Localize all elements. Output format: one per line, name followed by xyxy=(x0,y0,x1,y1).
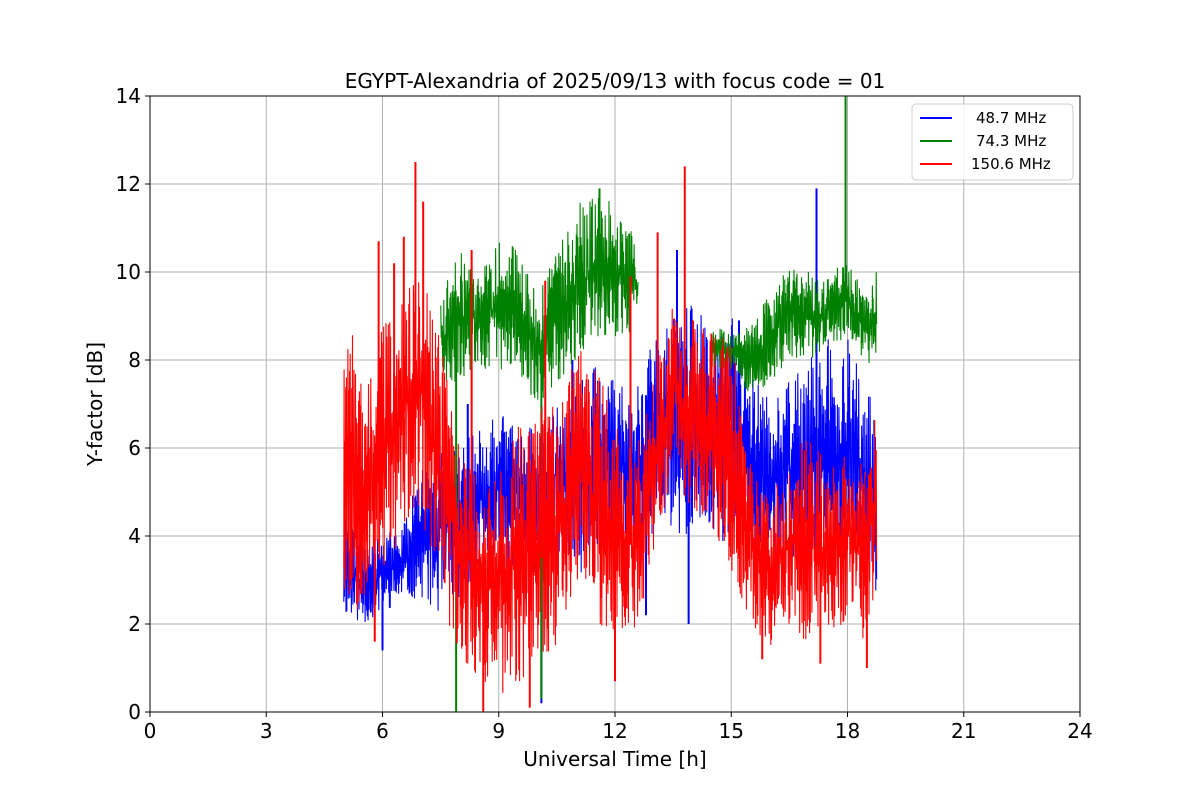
legend-label-150-6: 150.6 MHz xyxy=(971,155,1051,173)
series-line xyxy=(343,305,878,623)
legend-label-48-7: 48.7 MHz xyxy=(976,109,1046,127)
y-tick-label: 12 xyxy=(116,172,141,196)
legend-label-74-3: 74.3 MHz xyxy=(976,132,1046,150)
chart-title: EGYPT-Alexandria of 2025/09/13 with focu… xyxy=(345,69,886,93)
x-tick-label: 12 xyxy=(602,719,627,743)
x-tick-label: 21 xyxy=(951,719,976,743)
x-tick-label: 15 xyxy=(719,719,744,743)
series-line xyxy=(343,282,878,694)
series-line xyxy=(440,197,878,400)
y-tick-label: 8 xyxy=(128,348,141,372)
x-tick-label: 6 xyxy=(376,719,389,743)
y-tick-label: 4 xyxy=(128,524,141,548)
plot-area xyxy=(343,96,878,712)
x-tick-label: 9 xyxy=(492,719,505,743)
x-axis-label: Universal Time [h] xyxy=(523,747,706,771)
legend: 48.7 MHz 74.3 MHz 150.6 MHz xyxy=(911,103,1074,181)
y-axis-label: Y-factor [dB] xyxy=(83,342,107,467)
x-tick-label: 0 xyxy=(144,719,157,743)
legend-box xyxy=(911,103,1074,181)
y-tick-label: 10 xyxy=(116,260,141,284)
x-tick-label: 18 xyxy=(835,719,860,743)
y-tick-label: 0 xyxy=(128,700,141,724)
y-tick-label: 2 xyxy=(128,612,141,636)
y-tick-label: 6 xyxy=(128,436,141,460)
x-tick-label: 3 xyxy=(260,719,273,743)
y-tick-label: 14 xyxy=(116,84,141,108)
x-tick-label: 24 xyxy=(1067,719,1092,743)
